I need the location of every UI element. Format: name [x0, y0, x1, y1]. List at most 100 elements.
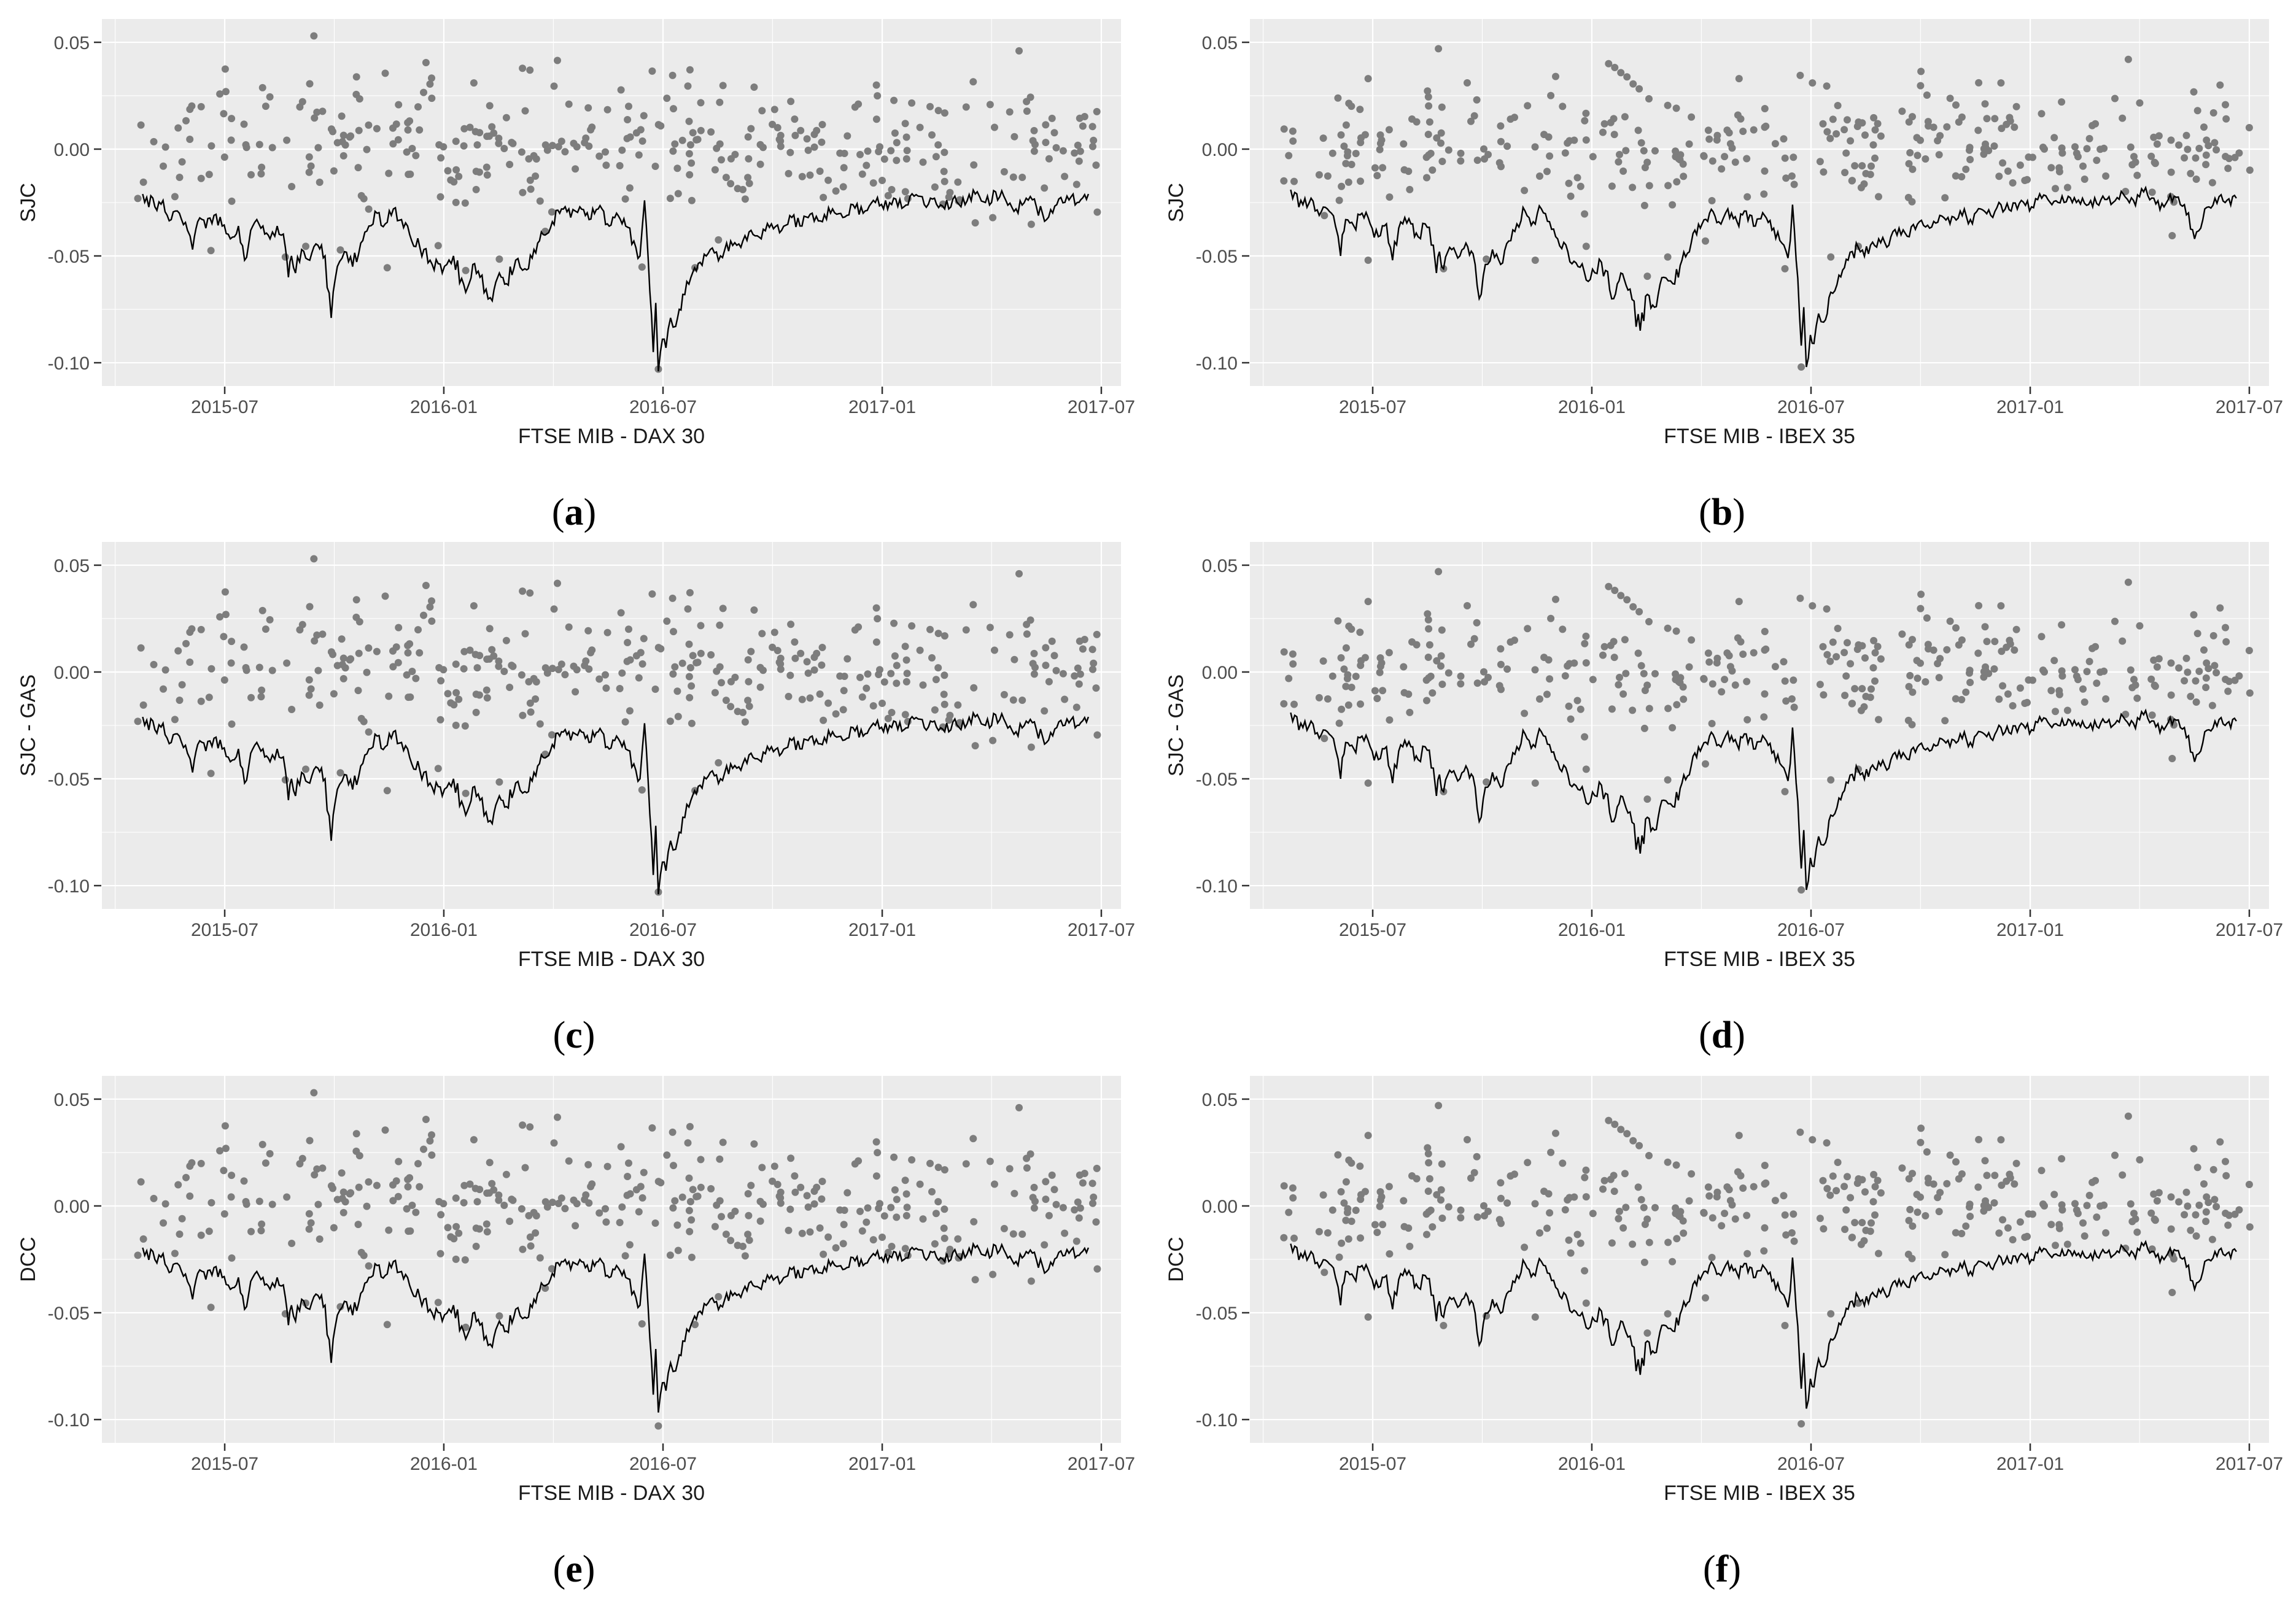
x-tick-label: 2017-01	[848, 1454, 916, 1474]
axis-tick-marks	[1242, 1098, 2251, 1451]
caption-paren: (	[553, 1014, 566, 1056]
subfigure-caption: (b)	[1148, 486, 2296, 539]
x-axis-title: FTSE MIB - IBEX 35	[1664, 1482, 1855, 1505]
caption-paren: (	[553, 1548, 566, 1590]
scatter-points	[134, 555, 1101, 896]
x-tick-label: 2017-01	[1996, 397, 2064, 417]
caption-paren: )	[1732, 1014, 1745, 1056]
correlation-line	[142, 188, 1090, 372]
x-tick-label: 2015-07	[191, 397, 258, 417]
correlation-line	[1290, 1240, 2237, 1409]
y-tick-label: 0.00	[54, 1197, 90, 1217]
y-axis-title: DCC	[1165, 1237, 1188, 1282]
x-tick-labels: 2015-07 2016-01 2016-07 2017-01 2017-07	[1339, 1454, 2283, 1474]
subfigure-caption: (d)	[1148, 1009, 2296, 1062]
x-tick-label: 2015-07	[1339, 1454, 1406, 1474]
y-tick-label: 0.00	[54, 140, 90, 160]
correlation-line	[1290, 185, 2237, 368]
y-axis-title: SJC	[1165, 182, 1188, 223]
caption-letter: a	[564, 492, 584, 533]
subfigure-caption: (f)	[1148, 1543, 2296, 1596]
x-tick-labels: 2015-07 2016-01 2016-07 2017-01 2017-07	[191, 920, 1135, 940]
caption-paren: )	[1732, 492, 1745, 533]
correlation-line	[142, 1242, 1090, 1413]
x-axis-title: FTSE MIB - DAX 30	[518, 1482, 705, 1505]
x-tick-label: 2017-01	[1996, 1454, 2064, 1474]
y-tick-labels: 0.05 0.00 -0.05 -0.10	[48, 556, 90, 897]
correlation-line	[142, 711, 1090, 895]
y-tick-label: -0.05	[1196, 247, 1238, 267]
x-tick-label: 2017-07	[2216, 920, 2283, 940]
y-tick-label: 0.05	[1202, 556, 1238, 576]
caption-paren: (	[1703, 1548, 1716, 1590]
caption-paren: )	[583, 492, 597, 533]
y-tick-label: 0.05	[54, 1090, 90, 1110]
caption-paren: (	[1699, 492, 1712, 533]
y-tick-label: -0.05	[48, 1304, 90, 1324]
x-axis-title: FTSE MIB - DAX 30	[518, 948, 705, 971]
axis-tick-marks	[94, 41, 1103, 394]
y-tick-label: -0.05	[48, 770, 90, 790]
y-tick-label: -0.10	[1196, 1410, 1238, 1431]
caption-letter: b	[1711, 492, 1733, 533]
y-axis-title: DCC	[17, 1237, 40, 1282]
x-tick-label: 2015-07	[191, 1454, 258, 1474]
x-tick-label: 2016-07	[1777, 1454, 1845, 1474]
y-tick-labels: 0.05 0.00 -0.05 -0.10	[48, 1090, 90, 1431]
caption-paren: (	[1699, 1014, 1712, 1056]
caption-paren: )	[582, 1548, 595, 1590]
y-tick-label: -0.10	[48, 1410, 90, 1431]
y-tick-label: 0.05	[1202, 1090, 1238, 1110]
x-axis-title: FTSE MIB - IBEX 35	[1664, 425, 1855, 448]
axis-tick-marks	[94, 564, 1103, 917]
caption-paren: )	[1728, 1548, 1741, 1590]
x-tick-label: 2015-07	[191, 920, 258, 940]
gridlines	[1250, 542, 2269, 909]
y-tick-label: -0.10	[1196, 876, 1238, 897]
axis-tick-marks	[1242, 564, 2251, 917]
gridlines	[102, 19, 1121, 386]
x-tick-label: 2016-07	[629, 397, 697, 417]
subfigure-caption: (a)	[0, 486, 1148, 539]
y-tick-labels: 0.05 0.00 -0.05 -0.10	[1196, 33, 1238, 374]
y-axis-title: SJC - GAS	[1165, 674, 1188, 777]
scatter-points	[1280, 1102, 2254, 1427]
x-axis-title: FTSE MIB - DAX 30	[518, 425, 705, 448]
caption-letter: d	[1711, 1014, 1733, 1056]
x-tick-label: 2017-01	[1996, 920, 2064, 940]
y-tick-label: -0.05	[48, 247, 90, 267]
scatter-points	[1280, 568, 2254, 894]
axis-tick-marks	[1242, 41, 2251, 394]
correlation-line	[1290, 708, 2237, 890]
axis-tick-marks	[94, 1098, 1103, 1451]
x-tick-label: 2016-01	[1558, 1454, 1626, 1474]
x-tick-label: 2017-07	[1068, 397, 1135, 417]
panel-c: 0.05 0.00 -0.05 -0.10 2015-07 2016-01 2016-07 2…	[0, 523, 1148, 1075]
x-tick-label: 2017-07	[1068, 920, 1135, 940]
y-tick-label: -0.10	[48, 353, 90, 374]
x-tick-labels: 2015-07 2016-01 2016-07 2017-01 2017-07	[191, 1454, 1135, 1474]
y-tick-label: 0.00	[1202, 663, 1238, 683]
y-tick-label: -0.10	[48, 876, 90, 897]
y-tick-label: -0.10	[1196, 353, 1238, 374]
x-tick-label: 2016-01	[410, 920, 478, 940]
x-tick-labels: 2015-07 2016-01 2016-07 2017-01 2017-07	[191, 397, 1135, 417]
x-tick-label: 2016-07	[629, 1454, 697, 1474]
y-tick-label: 0.00	[1202, 140, 1238, 160]
scatter-points	[134, 1089, 1101, 1430]
x-tick-label: 2017-07	[1068, 1454, 1135, 1474]
y-tick-labels: 0.05 0.00 -0.05 -0.10	[1196, 1090, 1238, 1431]
caption-paren: (	[551, 492, 565, 533]
caption-letter: e	[565, 1548, 583, 1590]
x-tick-label: 2016-01	[410, 1454, 478, 1474]
caption-letter: c	[565, 1014, 583, 1056]
x-tick-label: 2015-07	[1339, 920, 1406, 940]
gridlines	[1250, 1076, 2269, 1443]
x-tick-labels: 2015-07 2016-01 2016-07 2017-01 2017-07	[1339, 397, 2283, 417]
